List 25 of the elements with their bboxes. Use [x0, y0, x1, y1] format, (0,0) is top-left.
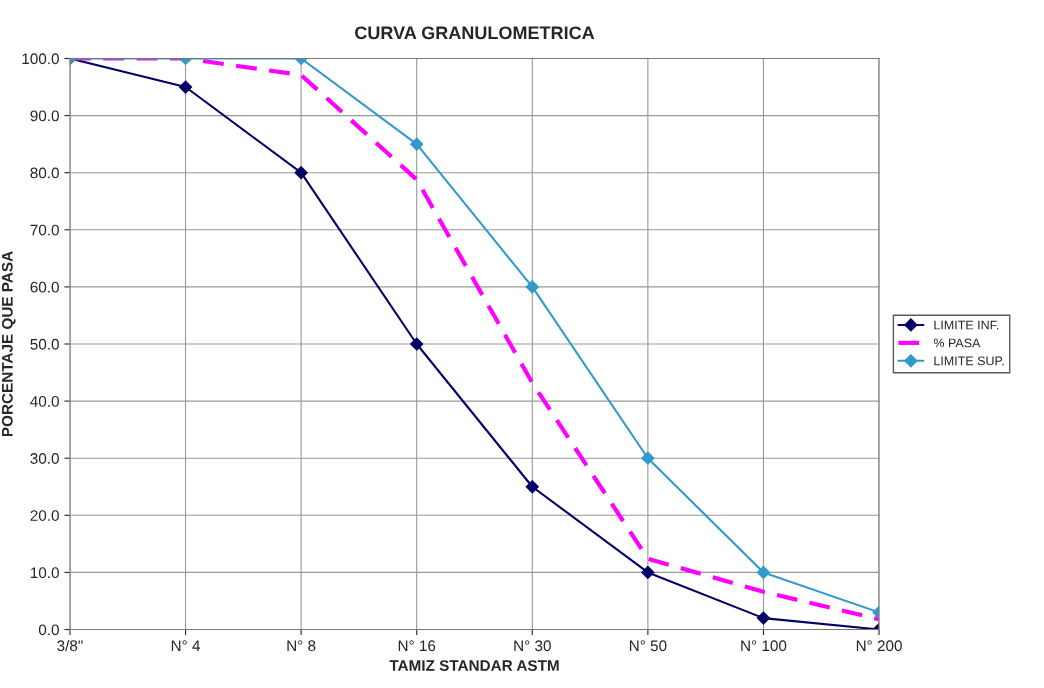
y-axis-title: PORCENTAJE QUE PASA [1, 251, 16, 437]
legend-label: LIMITE SUP. [934, 356, 1004, 366]
x-axis-title: TAMIZ STANDAR ASTM [389, 660, 559, 671]
legend-label: LIMITE INF. [934, 320, 999, 330]
chart-title: CURVA GRANULOMETRICA [355, 26, 595, 40]
y-tick-label: 80.0 [30, 167, 59, 179]
y-tick-label: 100.0 [22, 53, 59, 65]
x-tick-label: N° 50 [629, 640, 667, 652]
y-tick-label: 90.0 [30, 110, 59, 122]
y-tick-label: 50.0 [30, 338, 59, 350]
x-tick-label: N° 4 [171, 640, 201, 652]
x-tick-label: 3/8" [57, 639, 83, 652]
y-tick-label: 0.0 [38, 624, 59, 636]
y-tick-label: 60.0 [30, 281, 59, 293]
x-tick-label: N° 8 [287, 640, 316, 652]
y-tick-label: 40.0 [30, 395, 59, 407]
y-tick-label: 70.0 [30, 224, 59, 236]
legend-label: % PASA [933, 338, 981, 348]
x-tick-label: N° 16 [398, 640, 436, 652]
x-tick-label: N° 100 [741, 640, 787, 652]
y-tick-label: 30.0 [30, 453, 59, 464]
x-tick-label: N° 200 [856, 640, 902, 652]
y-tick-label: 10.0 [30, 567, 59, 579]
x-tick-label: N° 30 [514, 640, 551, 652]
y-tick-label: 20.0 [30, 510, 59, 521]
